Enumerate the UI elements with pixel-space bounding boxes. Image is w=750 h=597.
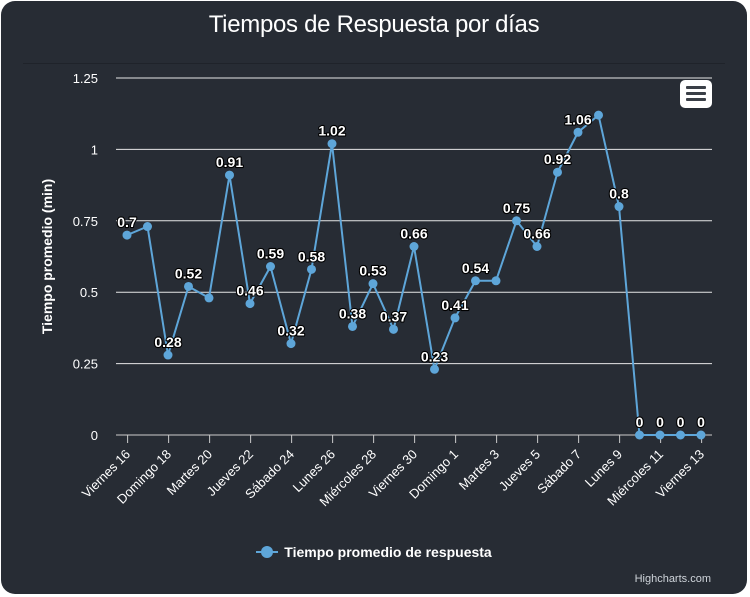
- data-point: [204, 293, 214, 303]
- data-point: [348, 321, 357, 331]
- data-label: 0.66: [523, 226, 550, 242]
- data-label: 0.52: [175, 265, 202, 281]
- data-label: 0.53: [359, 263, 386, 279]
- hamburger-menu-icon[interactable]: [680, 80, 712, 108]
- data-point: [573, 127, 583, 137]
- data-point: [122, 230, 132, 240]
- x-tick-label: Martes 3: [456, 447, 502, 493]
- data-label: 1.02: [318, 123, 345, 139]
- data-point: [143, 222, 152, 232]
- data-label: 0: [697, 414, 705, 430]
- data-label: 0.37: [380, 308, 407, 324]
- data-point: [307, 264, 316, 274]
- data-label: 0.38: [339, 305, 366, 321]
- data-label: 0.58: [298, 248, 325, 264]
- data-point: [676, 430, 685, 440]
- data-point: [368, 279, 378, 289]
- y-axis-ticks: 0 0.25 0.5 0.75 1 1.25: [73, 71, 98, 443]
- data-labels: 0.7 0.28 0.52 0.91 0.46 0.59 0.32 0.58 1.02 0.38 0…: [116, 110, 706, 431]
- data-point: [389, 324, 398, 334]
- data-point: [594, 110, 603, 120]
- data-point: [696, 430, 706, 440]
- data-point: [163, 350, 173, 360]
- data-label: 0.92: [544, 151, 571, 167]
- credits-link[interactable]: Highcharts.com: [634, 573, 711, 585]
- x-tick-label: Sábado 7: [534, 447, 584, 497]
- data-point: [409, 242, 419, 252]
- data-point: [225, 170, 234, 180]
- data-point: [286, 339, 296, 349]
- data-point: [327, 139, 337, 149]
- grid-lines: [116, 77, 712, 436]
- data-point: [655, 430, 665, 440]
- series-path: [126, 114, 701, 436]
- data-point: [184, 281, 193, 291]
- data-point: [491, 276, 501, 286]
- y-tick-label: 0.75: [73, 214, 98, 229]
- y-tick-label: 0.5: [80, 285, 98, 300]
- data-point: [430, 364, 439, 374]
- data-point: [635, 430, 644, 440]
- legend-label: Tiempo promedio de respuesta: [284, 544, 492, 560]
- data-label: 0: [656, 414, 664, 430]
- data-label: 0.54: [462, 260, 489, 276]
- data-label: 0.28: [154, 334, 181, 350]
- y-tick-label: 0.25: [73, 357, 98, 372]
- data-point: [512, 216, 521, 226]
- title-divider: [23, 63, 725, 64]
- y-tick-label: 1.25: [73, 71, 98, 86]
- y-tick-label: 1: [91, 142, 98, 157]
- series-line: [122, 110, 706, 440]
- legend-item[interactable]: Tiempo promedio de respuesta: [1, 544, 747, 560]
- data-point: [614, 202, 624, 212]
- data-point: [471, 276, 480, 286]
- data-label: 0.46: [236, 283, 263, 299]
- data-point: [245, 299, 255, 309]
- y-tick-label: 0: [91, 428, 98, 443]
- data-point: [553, 167, 562, 177]
- data-label: 0.59: [257, 245, 284, 261]
- data-label: 0: [636, 414, 644, 430]
- data-label: 0.66: [400, 226, 427, 242]
- data-label: 0.8: [609, 186, 629, 202]
- data-label: 0: [677, 414, 685, 430]
- data-point: [532, 242, 542, 252]
- data-label: 0.75: [503, 200, 530, 216]
- data-label: 0.32: [277, 323, 304, 339]
- data-point: [266, 261, 275, 271]
- data-point: [450, 313, 460, 323]
- chart-title: Tiempos de Respuesta por días: [208, 11, 540, 38]
- y-axis-title: Tiempo promedio (min): [39, 179, 55, 334]
- legend-marker-icon: [256, 546, 279, 558]
- data-label: 0.7: [117, 214, 137, 230]
- data-label: 1.06: [564, 111, 591, 127]
- data-label: 0.91: [216, 154, 243, 170]
- data-label: 0.41: [441, 297, 468, 313]
- data-label: 0.23: [421, 348, 448, 364]
